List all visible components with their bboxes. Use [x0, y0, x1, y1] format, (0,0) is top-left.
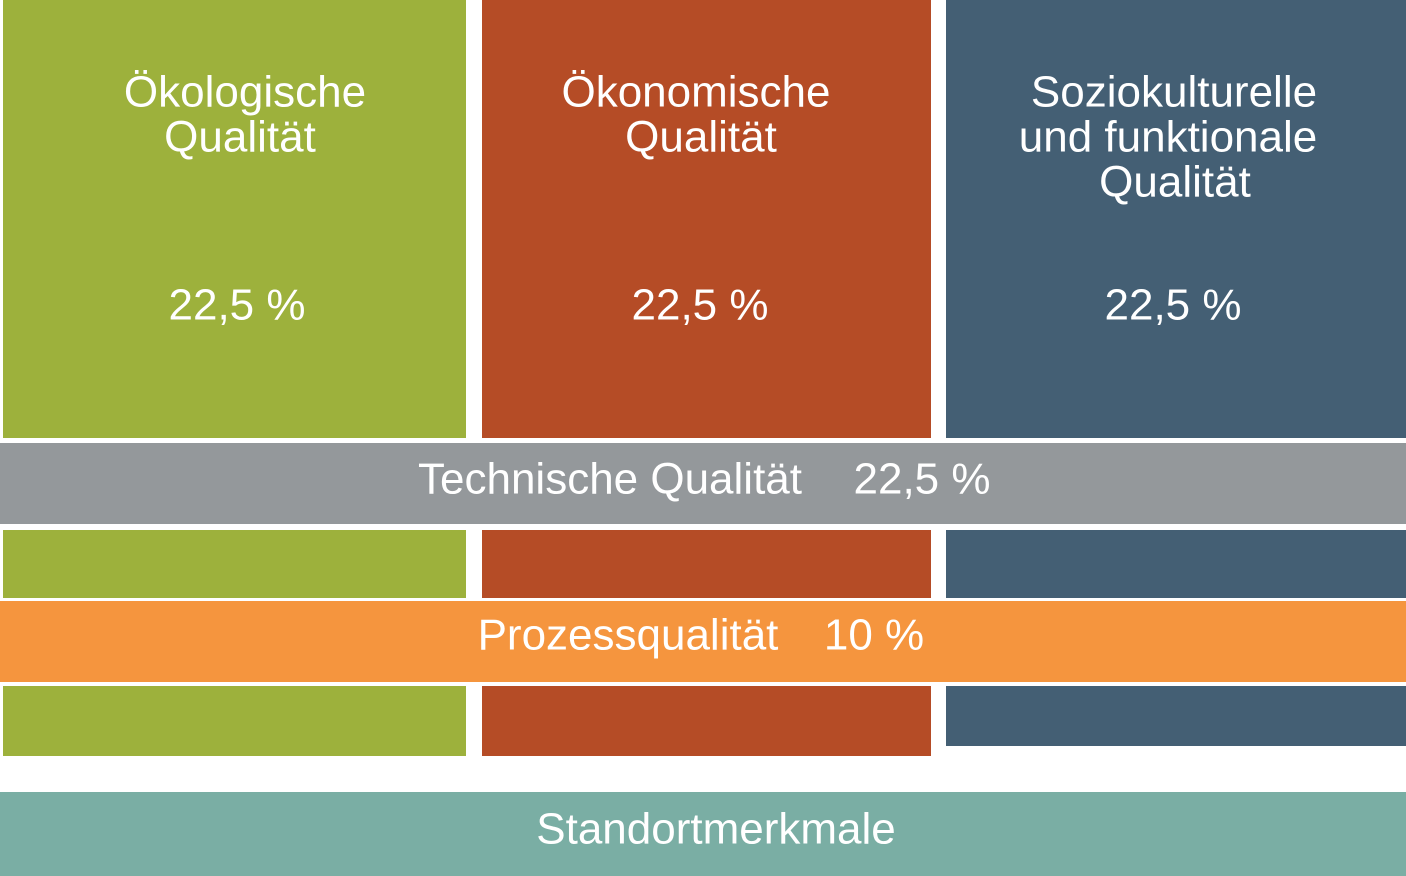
band — [0, 601, 1406, 682]
column-title: Ökologische — [124, 68, 366, 117]
column-block — [3, 0, 466, 438]
column-block — [3, 530, 466, 598]
process-band: Prozessqualität 10 % — [0, 601, 1406, 682]
column-block — [946, 686, 1406, 746]
column-title: Qualität — [625, 113, 777, 162]
column-block — [946, 530, 1406, 598]
column-title: Soziokulturelle — [1031, 68, 1317, 117]
band-label: Standortmerkmale — [536, 805, 895, 854]
band — [0, 443, 1406, 524]
technical-band: Technische Qualität 22,5 % — [0, 443, 1406, 524]
column-share: 22,5 % — [1105, 281, 1242, 330]
column-share: 22,5 % — [169, 281, 306, 330]
column-block — [482, 686, 931, 756]
column-title: Ökonomische — [561, 68, 830, 117]
band — [0, 792, 1406, 876]
band-label: Technische Qualität — [418, 455, 802, 504]
site-band: Standortmerkmale — [0, 792, 1406, 876]
band-share: 10 % — [824, 611, 924, 660]
column-block — [482, 530, 931, 598]
column-block — [3, 686, 466, 756]
band-label: Prozessqualität — [478, 611, 779, 660]
band-share: 22,5 % — [854, 455, 991, 504]
column-economic: Ökonomische Qualität 22,5 % — [482, 0, 931, 756]
column-ecological: Ökologische Qualität 22,5 % — [3, 0, 466, 756]
column-title: und funktionale — [1019, 113, 1317, 162]
column-share: 22,5 % — [632, 281, 769, 330]
column-sociocultural: Soziokulturelle und funktionale Qualität… — [946, 0, 1406, 746]
column-block — [946, 0, 1406, 438]
column-title: Qualität — [1099, 158, 1251, 207]
column-title: Qualität — [164, 113, 316, 162]
column-block — [482, 0, 931, 438]
